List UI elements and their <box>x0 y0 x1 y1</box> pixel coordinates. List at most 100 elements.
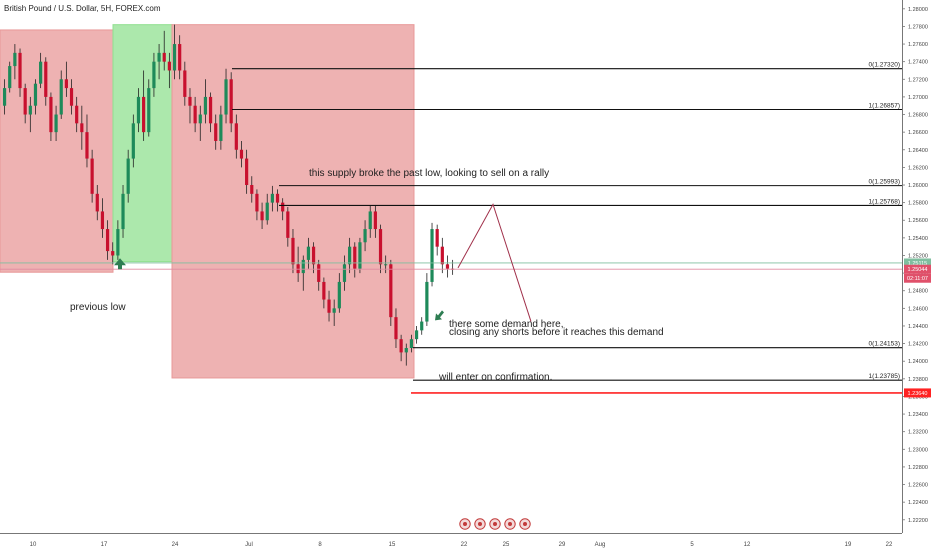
arrows-layer <box>114 258 444 321</box>
candle-body <box>342 264 347 282</box>
price-tick-label: 1.26800 <box>908 113 928 119</box>
candle-body <box>404 347 408 353</box>
time-tick-label: Aug <box>595 542 606 548</box>
price-tick-label: 1.25200 <box>908 253 928 259</box>
candle-body <box>337 281 341 309</box>
candle-body <box>255 193 259 212</box>
candle-body <box>281 202 285 212</box>
candle-body <box>157 52 161 62</box>
annotation-demand-line1: there some demand here, <box>449 319 564 330</box>
price-badge-2 <box>904 264 931 274</box>
time-tick-label: 5 <box>690 542 694 548</box>
candle-body <box>44 61 48 97</box>
annotation-demand-line2: closing any shorts before it reaches thi… <box>449 327 664 338</box>
candle-body <box>224 79 228 115</box>
supply-zone-1 <box>0 29 114 273</box>
candle-body <box>327 299 331 313</box>
candle-body <box>131 123 135 159</box>
candle-body <box>409 339 414 348</box>
candle-body <box>265 202 269 221</box>
candle-body <box>172 44 177 71</box>
price-tick-label: 1.24200 <box>908 342 928 348</box>
candle-body <box>399 339 403 353</box>
candle-body <box>85 132 89 159</box>
candle-body <box>317 264 321 282</box>
candle-body <box>214 123 218 141</box>
candle-body <box>23 88 27 115</box>
price-tick-label: 1.27000 <box>908 95 928 101</box>
annotation-confirmation: will enter on confirmation. <box>439 372 553 383</box>
candle-body <box>142 96 146 133</box>
time-tick-label: 15 <box>389 542 396 548</box>
price-tick-label: 1.27600 <box>908 42 928 48</box>
price-tick-label: 1.23800 <box>908 377 928 383</box>
candle-body <box>394 317 398 340</box>
event-flag-dot-icon <box>493 522 497 526</box>
candle-body <box>234 123 238 150</box>
time-tick-label: 12 <box>744 542 751 548</box>
candle-body <box>80 123 84 133</box>
candle-body <box>8 66 12 89</box>
fib-label-6: 1(1.23785) <box>869 373 900 380</box>
price-tick-label: 1.22200 <box>908 518 928 524</box>
candle-body <box>121 193 125 230</box>
price-badge-3 <box>904 273 931 283</box>
time-tick-label: 8 <box>318 542 322 548</box>
candle-body <box>95 193 99 212</box>
candle-body <box>111 251 115 256</box>
fib-label-3: 0(1.25993) <box>869 179 900 186</box>
price-tick-label: 1.23400 <box>908 412 928 418</box>
price-badge-label-4: 1.23640 <box>908 391 928 397</box>
price-tick-label: 1.24800 <box>908 289 928 295</box>
price-tick-label: 1.27800 <box>908 24 928 30</box>
candle-body <box>445 264 450 269</box>
candle-body <box>90 158 94 194</box>
candle-body <box>178 44 182 71</box>
candle-body <box>348 246 352 265</box>
candle-body <box>193 105 197 124</box>
candle-body <box>2 88 7 106</box>
time-tick-label: Jul <box>245 542 253 548</box>
candle-body <box>100 211 105 230</box>
candle-body <box>353 246 357 269</box>
candle-body <box>430 229 434 282</box>
candle-body <box>183 70 187 97</box>
price-tick-label: 1.25400 <box>908 236 928 242</box>
candle-body <box>275 193 280 203</box>
candle-body <box>332 308 336 313</box>
candle-body <box>373 211 377 230</box>
candle-body <box>69 88 74 106</box>
time-axis[interactable]: 10 17 24 Jul 8 15 22 25 29 Aug 5 12 19 22 <box>0 533 902 549</box>
time-tick-label: 29 <box>559 542 566 548</box>
price-tick-label: 1.22400 <box>908 500 928 506</box>
event-flag-dot-icon <box>523 522 527 526</box>
price-tick-label: 1.22600 <box>908 483 928 489</box>
fib-label-5: 0(1.24153) <box>869 341 900 348</box>
event-flag-dot-icon <box>508 522 512 526</box>
price-tick-label: 1.26000 <box>908 183 928 189</box>
candle-body <box>28 105 32 115</box>
candle-body <box>368 211 372 230</box>
candle-body <box>435 229 439 247</box>
candle-body <box>420 321 424 331</box>
event-icons <box>459 518 531 530</box>
candle-body <box>13 52 17 67</box>
price-axis[interactable]: 1.22200 1.22400 1.22600 1.22800 1.23000 1.232… <box>902 0 928 533</box>
chart-title: British Pound / U.S. Dollar, 5H, FOREX.c… <box>4 4 161 13</box>
candle-body <box>301 259 305 274</box>
price-tick-label: 1.25800 <box>908 201 928 207</box>
time-tick-label: 19 <box>845 542 852 548</box>
fib-label-1: 0(1.27320) <box>869 62 900 69</box>
price-badge-4 <box>904 388 931 398</box>
candle-body <box>39 61 43 84</box>
price-tick-label: 1.22800 <box>908 465 928 471</box>
supply-zone-3 <box>171 24 415 379</box>
candle-body <box>389 264 393 318</box>
price-tick-label: 1.28000 <box>908 7 928 13</box>
candle-body <box>49 96 53 133</box>
zones-layer <box>0 24 415 379</box>
price-badge-label-3: 02:11:07 <box>907 276 928 282</box>
candle-body <box>116 229 120 256</box>
price-tick-label: 1.26600 <box>908 130 928 136</box>
